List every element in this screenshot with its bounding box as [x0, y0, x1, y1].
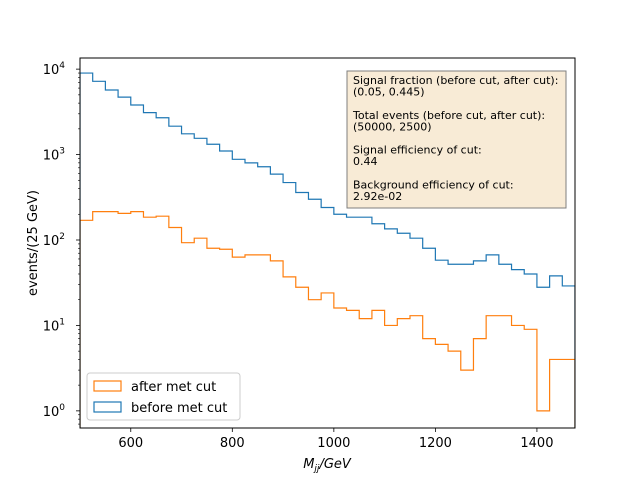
info-text-line: (50000, 2500) [353, 120, 432, 133]
x-tick-label: 1200 [419, 436, 452, 451]
info-text-line: Signal efficiency of cut: [353, 144, 482, 157]
info-text-line: Background efficiency of cut: [353, 178, 514, 191]
info-text-line: Signal fraction (before cut, after cut): [353, 74, 558, 87]
legend-swatch [93, 401, 122, 413]
y-axis-label: events/(25 GeV) [26, 190, 41, 296]
x-tick-label: 1000 [317, 436, 350, 451]
info-text-line: 0.44 [353, 155, 378, 168]
info-text-line: Total events (before cut, after cut): [352, 109, 545, 122]
plot-area [80, 72, 575, 428]
series-line-after-met-cut [80, 210, 575, 428]
x-tick-label: 800 [220, 436, 245, 451]
info-text-line: (0.05, 0.445) [353, 86, 425, 99]
x-tick-label: 1400 [520, 436, 553, 451]
legend-label: after met cut [131, 380, 216, 395]
info-annotation-box: Signal fraction (before cut, after cut):… [346, 70, 567, 209]
x-tick-label: 600 [118, 436, 143, 451]
info-box-background [346, 70, 567, 209]
legend-box [86, 372, 241, 421]
info-text-line: 2.92e-02 [353, 190, 402, 203]
x-axis: 600 800 1000 1200 1400 [118, 428, 553, 451]
legend-label: before met cut [131, 401, 227, 416]
legend-swatch [93, 380, 122, 392]
series-line-before-met-cut [80, 72, 575, 428]
x-axis-label: Mjj/GeV [303, 457, 352, 474]
legend: after met cut before met cut [86, 372, 241, 421]
axes-frame [79, 57, 576, 429]
